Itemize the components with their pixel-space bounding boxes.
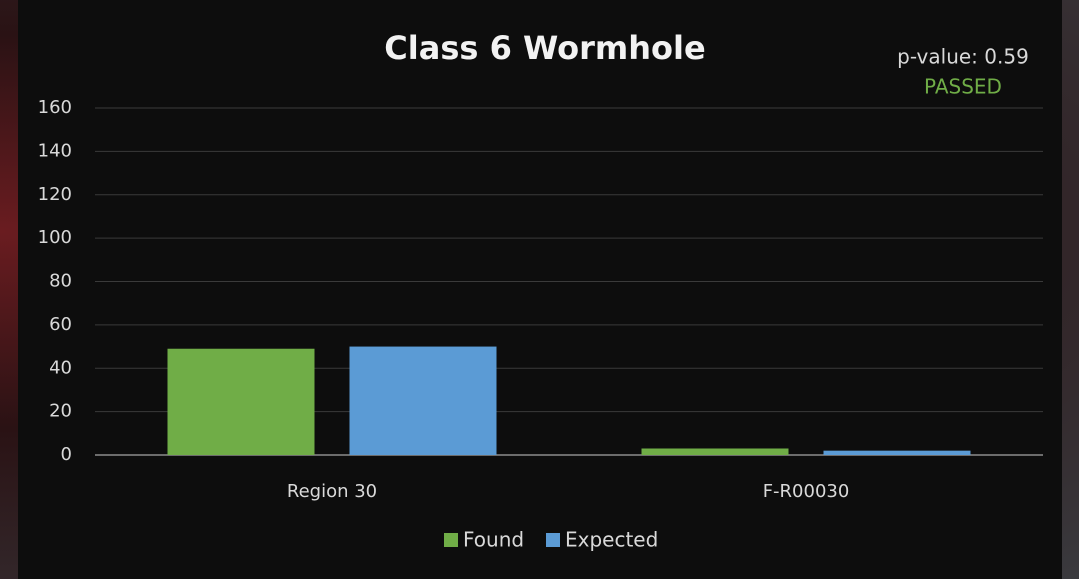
- legend-label: Found: [463, 528, 524, 552]
- annotation: PASSED: [924, 75, 1002, 99]
- y-tick-label: 160: [38, 97, 72, 118]
- y-tick-label: 60: [49, 314, 72, 335]
- x-tick-label: F-R00030: [763, 481, 850, 502]
- bar: [167, 348, 315, 455]
- y-tick-label: 120: [38, 184, 72, 205]
- chart-background: [18, 0, 1062, 579]
- x-tick-label: Region 30: [287, 481, 377, 502]
- y-tick-label: 100: [38, 227, 72, 248]
- annotation: p-value: 0.59: [897, 45, 1029, 69]
- bar: [641, 448, 789, 455]
- bar: [349, 346, 497, 455]
- chart-title: Class 6 Wormhole: [384, 29, 705, 67]
- y-tick-label: 140: [38, 140, 72, 161]
- y-tick-label: 20: [49, 401, 72, 422]
- legend-label: Expected: [565, 528, 658, 552]
- y-tick-label: 40: [49, 357, 72, 378]
- legend-swatch: [546, 533, 560, 547]
- bar: [823, 450, 971, 455]
- y-tick-label: 80: [49, 271, 72, 292]
- legend-swatch: [444, 533, 458, 547]
- y-tick-label: 0: [61, 444, 72, 465]
